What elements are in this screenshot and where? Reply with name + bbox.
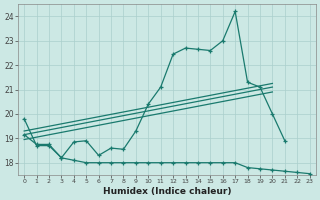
X-axis label: Humidex (Indice chaleur): Humidex (Indice chaleur) (103, 187, 231, 196)
